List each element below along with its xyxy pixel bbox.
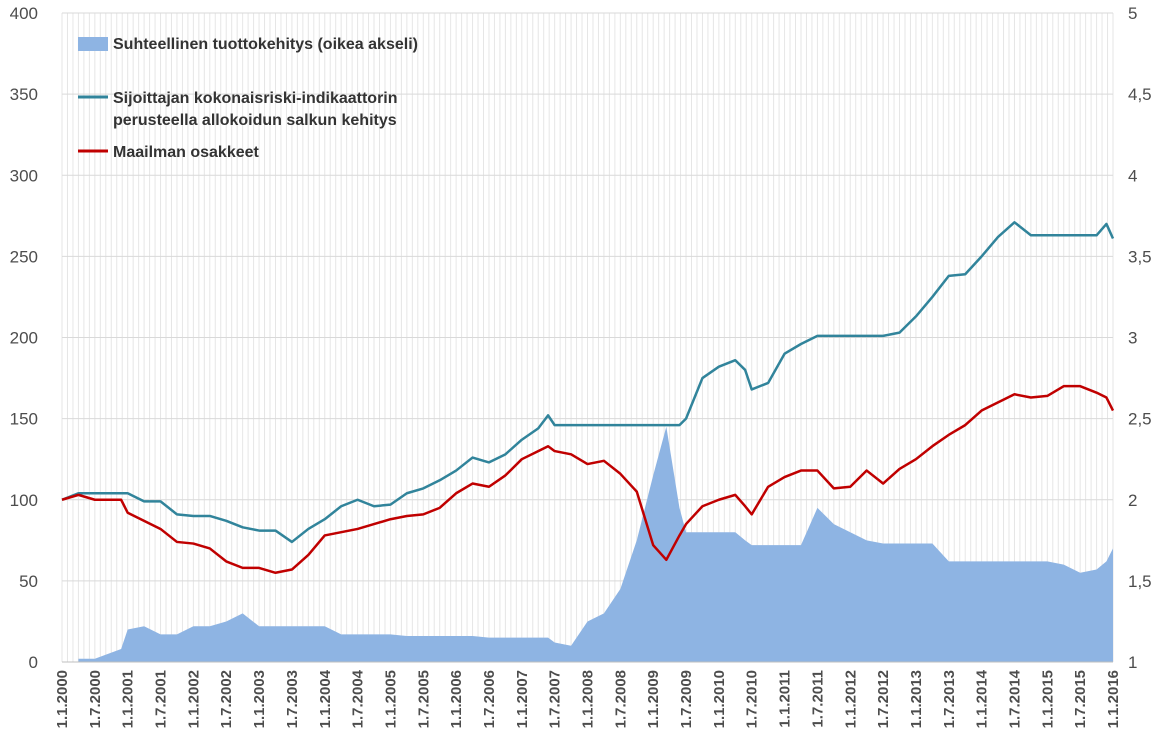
x-axis-tick-label: 1.1.2004 — [317, 669, 334, 728]
right-axis-tick-label: 4 — [1128, 166, 1137, 185]
x-axis-tick-label: 1.7.2010 — [744, 670, 761, 728]
right-axis-tick-label: 5 — [1128, 4, 1137, 23]
left-axis-tick-label: 150 — [10, 410, 38, 429]
x-axis-tick-label: 1.1.2008 — [580, 670, 597, 728]
x-axis-tick-label: 1.7.2012 — [875, 670, 892, 728]
x-axis-tick-label: 1.7.2001 — [153, 670, 170, 728]
x-axis-tick-label: 1.7.2011 — [809, 670, 826, 728]
right-axis-tick-label: 1 — [1128, 653, 1137, 672]
x-axis-tick-label: 1.7.2009 — [678, 670, 695, 728]
left-axis-tick-label: 50 — [19, 572, 38, 591]
x-axis-tick-label: 1.7.2014 — [1006, 669, 1023, 728]
x-axis-tick-label: 1.1.2016 — [1105, 670, 1122, 728]
x-axis-tick-label: 1.7.2006 — [481, 670, 498, 728]
legend: Suhteellinen tuottokehitys (oikea akseli… — [78, 36, 418, 161]
legend-label: Maailman osakkeet — [113, 144, 260, 161]
right-axis-tick-label: 4,5 — [1128, 85, 1152, 104]
legend-label: Sijoittajan kokonaisriski-indikaattorin — [113, 90, 398, 107]
series-layer — [61, 221, 1115, 662]
x-axis-tick-label: 1.1.2009 — [645, 670, 662, 728]
x-axis-tick-label: 1.7.2013 — [941, 670, 958, 728]
x-axis-tick-label: 1.7.2000 — [87, 670, 104, 728]
x-axis-tick-label: 1.7.2002 — [218, 670, 235, 728]
x-axis-tick-label: 1.1.2003 — [251, 670, 268, 728]
x-axis-tick-label: 1.7.2007 — [547, 670, 564, 728]
right-axis-tick-label: 3 — [1128, 329, 1137, 348]
x-axis-tick-label: 1.1.2001 — [120, 670, 137, 728]
left-axis-tick-label: 350 — [10, 85, 38, 104]
x-axis-tick-label: 1.1.2012 — [842, 670, 859, 728]
left-axis-tick-label: 0 — [29, 653, 38, 672]
left-axis-tick-label: 300 — [10, 166, 38, 185]
axes: 0 50 100 150 200 250 300 350 400 1 1,5 2 2,5 3 3,5 4 4,5… — [10, 4, 1152, 728]
left-axis-tick-label: 200 — [10, 329, 38, 348]
left-axis-tick-label: 400 — [10, 4, 38, 23]
x-axis-tick-label: 1.1.2015 — [1039, 670, 1056, 728]
x-axis-tick-label: 1.1.2013 — [908, 670, 925, 728]
right-axis-tick-label: 3,5 — [1128, 247, 1152, 266]
x-axis-tick-label: 1.1.2014 — [974, 669, 991, 728]
legend-swatch-area — [78, 37, 108, 51]
x-axis-tick-label: 1.7.2003 — [284, 670, 301, 728]
x-axis-tick-label: 1.1.2005 — [382, 670, 399, 728]
x-axis-tick-label: 1.7.2004 — [350, 669, 367, 728]
right-axis-tick-label: 1,5 — [1128, 572, 1152, 591]
x-axis-tick-label: 1.1.2007 — [514, 670, 531, 728]
x-axis-tick-label: 1.7.2005 — [415, 670, 432, 728]
right-axis-tick-label: 2 — [1128, 491, 1137, 510]
legend-label: perusteella allokoidun salkun kehitys — [113, 112, 397, 129]
left-axis-tick-label: 250 — [10, 247, 38, 266]
legend-label: Suhteellinen tuottokehitys (oikea akseli… — [113, 36, 418, 53]
x-axis-tick-label: 1.1.2006 — [448, 670, 465, 728]
x-axis-tick-label: 1.1.2000 — [54, 670, 71, 728]
x-axis-tick-label: 1.1.2011 — [777, 670, 794, 728]
left-axis-tick-label: 100 — [10, 491, 38, 510]
line-world-equities — [61, 384, 1115, 575]
x-axis-tick-label: 1.1.2002 — [185, 670, 202, 728]
x-axis-tick-label: 1.7.2008 — [612, 670, 629, 728]
line-risk-indicator-portfolio — [61, 221, 1115, 544]
area-relative-return — [78, 426, 1113, 662]
right-axis-tick-label: 2,5 — [1128, 410, 1152, 429]
x-axis-tick-label: 1.1.2010 — [711, 670, 728, 728]
x-axis-tick-label: 1.7.2015 — [1072, 670, 1089, 728]
